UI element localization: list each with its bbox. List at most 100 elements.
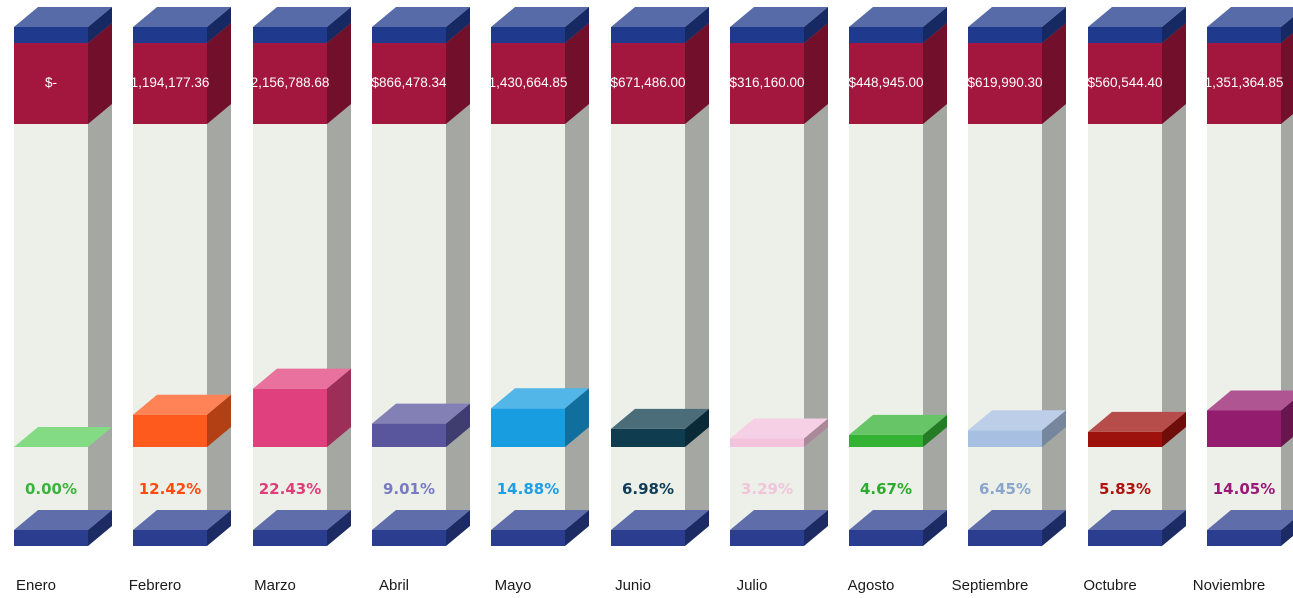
amount-label: 2,156,788.68 xyxy=(251,75,330,90)
amount-band-front xyxy=(491,43,565,124)
base-band-front xyxy=(849,530,923,546)
value-bar-side xyxy=(923,414,947,447)
value-bar-top xyxy=(372,403,470,424)
amount-label: $- xyxy=(45,75,57,90)
value-bar-front xyxy=(491,408,565,447)
value-bar-front xyxy=(730,438,804,447)
amount-label: 1,351,364.85 xyxy=(1205,75,1284,90)
top-band-side xyxy=(446,7,470,43)
base-band-front xyxy=(1088,530,1162,546)
base-band-side xyxy=(88,510,112,546)
base-band-top xyxy=(372,510,470,530)
base-band-top xyxy=(730,510,828,530)
amount-band-side xyxy=(88,23,112,124)
base-band-side xyxy=(923,510,947,546)
top-band-side xyxy=(804,7,828,43)
amount-band-front xyxy=(14,43,88,124)
top-band-top xyxy=(1088,7,1186,27)
top-band-top xyxy=(849,7,947,27)
base-band-top xyxy=(849,510,947,530)
column-body-side xyxy=(923,7,947,530)
value-bar-top xyxy=(849,414,947,435)
column-abril: $866,478.34 9.01% Abril xyxy=(371,7,470,594)
base-band-top xyxy=(133,510,231,530)
value-label: 5.83% xyxy=(1099,480,1151,498)
column-junio: $671,486.00 6.98% Junio xyxy=(610,7,709,594)
value-bar-top xyxy=(968,410,1066,431)
base-band-side xyxy=(685,510,709,546)
amount-label: $671,486.00 xyxy=(610,75,685,90)
base-band-front xyxy=(133,530,207,546)
tick-label: Febrero xyxy=(129,577,182,594)
top-band-front xyxy=(372,27,446,43)
column-marzo: 2,156,788.68 22.43% Marzo xyxy=(251,7,351,594)
base-band-top xyxy=(253,510,351,530)
amount-band-side xyxy=(446,23,470,124)
top-band-top xyxy=(730,7,828,27)
base-band-front xyxy=(253,530,327,546)
value-label: 6.98% xyxy=(622,480,674,498)
column-body-side xyxy=(88,7,112,530)
column-mayo: 1,430,664.85 14.88% Mayo xyxy=(489,7,589,594)
tick-label: Noviembre xyxy=(1193,577,1266,594)
amount-band-front xyxy=(253,43,327,124)
column-body-side xyxy=(1042,7,1066,530)
value-bar-front xyxy=(611,428,685,447)
amount-label: 1,430,664.85 xyxy=(489,75,568,90)
amount-band-side xyxy=(327,23,351,124)
tick-label: Mayo xyxy=(495,577,532,594)
top-band-front xyxy=(730,27,804,43)
top-band-side xyxy=(1281,17,1293,43)
tick-label: Julio xyxy=(737,577,768,594)
value-label: 14.88% xyxy=(497,480,559,498)
amount-label: $560,544.40 xyxy=(1087,75,1162,90)
value-bar-front xyxy=(133,414,207,447)
value-label: 9.01% xyxy=(383,480,435,498)
top-band-front xyxy=(491,27,565,43)
tick-label: Septiembre xyxy=(952,577,1029,594)
base-band-front xyxy=(730,530,804,546)
amount-label: $619,990.30 xyxy=(967,75,1042,90)
column-julio: $316,160.00 3.29% Julio xyxy=(729,7,828,594)
top-band-front xyxy=(133,27,207,43)
value-bar-side xyxy=(327,368,351,447)
base-band-side xyxy=(207,510,231,546)
amount-band-side xyxy=(207,23,231,124)
tick-label: Octubre xyxy=(1083,577,1136,594)
value-bar-top xyxy=(253,368,351,389)
value-bar-side xyxy=(1162,411,1186,447)
base-band-top xyxy=(14,510,112,530)
amount-band-front xyxy=(730,43,804,124)
top-band-side xyxy=(327,7,351,43)
amount-band-side xyxy=(804,23,828,124)
amount-band-side xyxy=(923,23,947,124)
amount-band-side xyxy=(1281,33,1293,124)
amount-band-front xyxy=(133,43,207,124)
value-bar-front xyxy=(1207,410,1281,447)
top-band-top xyxy=(1207,7,1293,27)
tick-label: Enero xyxy=(16,577,56,594)
tick-label: Junio xyxy=(615,577,651,594)
top-band-front xyxy=(253,27,327,43)
amount-label: 1,194,177.36 xyxy=(131,75,210,90)
value-bar-side xyxy=(804,418,828,447)
value-bar-top xyxy=(14,427,112,447)
base-band-top xyxy=(491,510,589,530)
top-band-top xyxy=(14,7,112,27)
value-label: 3.29% xyxy=(741,480,793,498)
value-label: 6.45% xyxy=(979,480,1031,498)
tick-label: Abril xyxy=(379,577,409,594)
amount-label: $866,478.34 xyxy=(371,75,447,90)
tick-label: Agosto xyxy=(848,577,895,594)
top-band-front xyxy=(968,27,1042,43)
top-band-side xyxy=(88,7,112,43)
top-band-side xyxy=(565,7,589,43)
value-label: 14.05% xyxy=(1213,480,1275,498)
value-bar-front xyxy=(253,388,327,447)
column-body-side xyxy=(446,7,470,530)
value-bar-top xyxy=(491,388,589,409)
value-bar-front xyxy=(1088,431,1162,447)
base-band-front xyxy=(1207,530,1281,546)
amount-band-front xyxy=(849,43,923,124)
